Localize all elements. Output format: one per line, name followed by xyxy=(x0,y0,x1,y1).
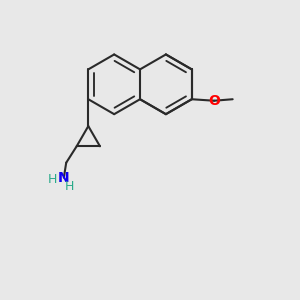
Text: N: N xyxy=(58,171,70,184)
Text: H: H xyxy=(65,180,74,193)
Text: H: H xyxy=(48,172,57,186)
Text: O: O xyxy=(208,94,220,108)
